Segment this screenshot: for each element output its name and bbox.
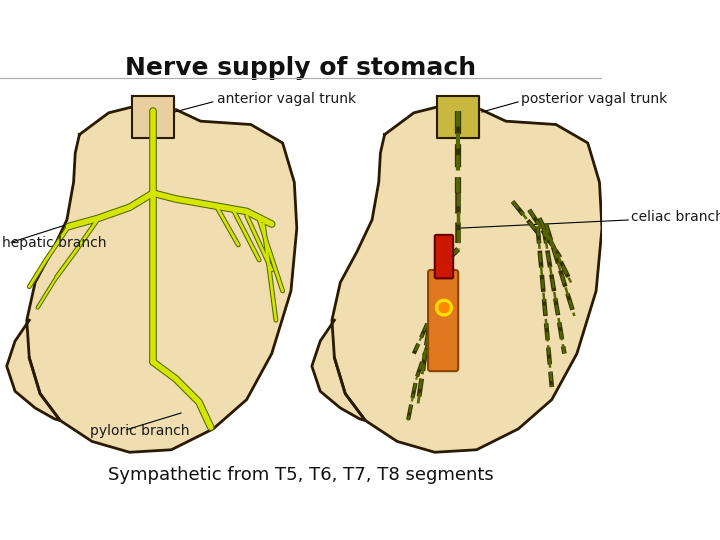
Text: posterior vagal trunk: posterior vagal trunk xyxy=(521,92,667,106)
Circle shape xyxy=(439,302,449,313)
Circle shape xyxy=(436,299,452,316)
Polygon shape xyxy=(332,104,602,453)
Text: Nerve supply of stomach: Nerve supply of stomach xyxy=(125,56,477,80)
Polygon shape xyxy=(437,96,479,138)
Text: hepatic branch: hepatic branch xyxy=(1,236,106,250)
Polygon shape xyxy=(312,320,365,421)
Text: Sympathetic from T5, T6, T7, T8 segments: Sympathetic from T5, T6, T7, T8 segments xyxy=(108,466,494,484)
FancyBboxPatch shape xyxy=(435,235,453,278)
FancyBboxPatch shape xyxy=(428,270,458,371)
Polygon shape xyxy=(132,96,174,138)
Text: celiac branch: celiac branch xyxy=(631,210,720,224)
Text: pyloric branch: pyloric branch xyxy=(90,423,190,437)
Polygon shape xyxy=(6,320,60,421)
Polygon shape xyxy=(27,104,297,453)
Text: anterior vagal trunk: anterior vagal trunk xyxy=(217,92,356,106)
